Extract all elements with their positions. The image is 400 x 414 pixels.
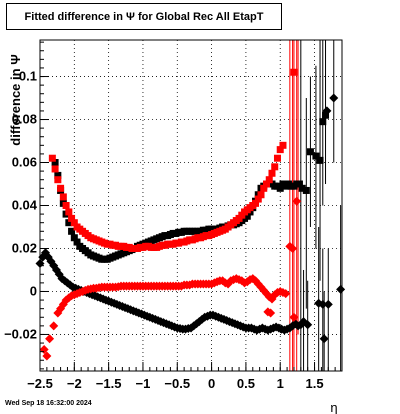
- data-point-square: [252, 199, 260, 207]
- data-point-square: [312, 152, 320, 160]
- data-point-square: [276, 146, 284, 154]
- data-point-square: [290, 68, 298, 76]
- data-point-square: [68, 227, 76, 235]
- x-tick-label: −2.5: [27, 376, 53, 391]
- chart-title: Fitted difference in Ψ for Global Rec Al…: [6, 3, 282, 30]
- data-point-square: [70, 219, 78, 227]
- data-point-diamond: [42, 351, 52, 361]
- tick-label-layer: −2.5 −2 −1.5 −1 −0.5 0 0.5 1 1.5 −0.02 0 0.02 0.04 0.…: [4, 69, 323, 391]
- data-point-square: [265, 176, 273, 184]
- data-point-diamond: [318, 299, 328, 309]
- y-tick-label: 0.1: [19, 69, 37, 84]
- data-point-square: [243, 212, 251, 220]
- data-point-diamond: [322, 106, 332, 116]
- data-point-square: [276, 184, 284, 192]
- data-point-square: [268, 169, 276, 177]
- data-point-square: [316, 156, 324, 164]
- data-point-diamond: [281, 289, 291, 299]
- data-point-square: [62, 202, 70, 209]
- y-axis-label: difference in Ψ: [8, 54, 23, 145]
- marker-layer: [35, 68, 346, 361]
- data-point-square: [54, 171, 62, 179]
- data-point-square: [302, 186, 310, 194]
- x-tick-label: −1: [136, 376, 151, 391]
- data-point-square: [65, 208, 73, 216]
- data-point-square: [70, 234, 78, 242]
- x-tick-label: −1.5: [96, 376, 122, 391]
- data-point-square: [54, 176, 62, 184]
- data-point-diamond: [336, 284, 346, 294]
- data-point-diamond: [303, 320, 313, 330]
- data-point-square: [273, 154, 281, 162]
- data-point-square: [254, 195, 262, 203]
- data-point-diamond: [263, 307, 273, 317]
- data-point-square: [51, 159, 59, 167]
- y-tick-label: 0.02: [12, 240, 37, 255]
- data-point-square: [322, 111, 330, 119]
- data-point-square: [295, 180, 303, 188]
- x-tick-label: 0: [208, 376, 215, 391]
- data-point-square: [263, 180, 270, 188]
- data-point-square: [48, 154, 56, 162]
- y-tick-label: 0.06: [12, 155, 37, 170]
- data-point-diamond: [49, 321, 59, 331]
- x-tick-label: 1: [277, 376, 284, 391]
- data-point-diamond: [288, 243, 298, 253]
- x-tick-label: −2: [67, 376, 82, 391]
- data-point-diamond: [319, 334, 329, 344]
- data-point-square: [271, 163, 279, 171]
- timestamp: Wed Sep 18 16:32:00 2024: [5, 400, 92, 407]
- data-point-diamond: [292, 196, 302, 206]
- data-point-square: [260, 184, 268, 192]
- data-point-square: [319, 118, 327, 126]
- x-tick-label: 1.5: [306, 376, 324, 391]
- data-point-square: [59, 193, 67, 201]
- x-tick-label: 0.5: [237, 376, 255, 391]
- data-point-square: [306, 148, 314, 156]
- x-axis-label: η: [330, 400, 337, 414]
- data-point-square: [298, 184, 306, 192]
- tick-layer: [39, 41, 343, 371]
- data-point-square: [257, 191, 265, 199]
- data-point-square: [65, 219, 73, 227]
- data-point-diamond: [45, 334, 55, 344]
- data-point-square: [57, 184, 65, 192]
- data-point-square: [73, 238, 81, 246]
- data-point-diamond: [289, 312, 299, 322]
- data-point-diamond: [323, 299, 333, 309]
- data-point-square: [51, 165, 59, 173]
- x-tick-label: −0.5: [164, 376, 190, 391]
- y-tick-label: 0: [30, 283, 37, 298]
- data-point-diamond: [248, 274, 258, 284]
- data-point-diamond: [329, 93, 339, 103]
- y-tick-label: −0.02: [4, 326, 37, 341]
- y-tick-label: 0.08: [12, 112, 37, 127]
- data-point-square: [279, 141, 287, 149]
- y-tick-label: 0.04: [12, 198, 38, 213]
- data-point-diamond: [56, 304, 66, 314]
- data-point-square: [68, 214, 76, 222]
